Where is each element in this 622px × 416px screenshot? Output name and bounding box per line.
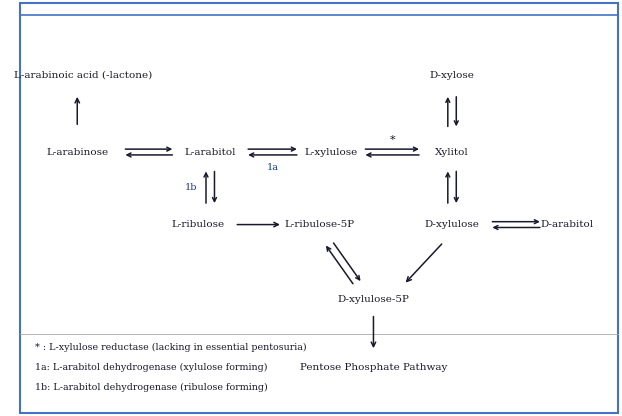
Text: D-xylulose: D-xylulose bbox=[425, 220, 480, 229]
Text: D-arabitol: D-arabitol bbox=[541, 220, 593, 229]
Text: L-xylulose: L-xylulose bbox=[305, 148, 358, 156]
Text: L-ribulose-5P: L-ribulose-5P bbox=[284, 220, 354, 229]
Text: 1b: L-arabitol dehydrogenase (ribulose forming): 1b: L-arabitol dehydrogenase (ribulose f… bbox=[35, 383, 267, 392]
Text: * : L-xylulose reductase (lacking in essential pentosuria): * : L-xylulose reductase (lacking in ess… bbox=[35, 343, 307, 352]
Text: Pentose Phosphate Pathway: Pentose Phosphate Pathway bbox=[300, 363, 447, 372]
Text: 1b: 1b bbox=[185, 183, 197, 192]
Text: L-arabinoic acid (-lactone): L-arabinoic acid (-lactone) bbox=[14, 71, 152, 80]
Text: 1a: 1a bbox=[266, 163, 279, 172]
Text: L-arabitol: L-arabitol bbox=[185, 148, 236, 156]
Text: 1a: L-arabitol dehydrogenase (xylulose forming): 1a: L-arabitol dehydrogenase (xylulose f… bbox=[35, 363, 267, 372]
Text: D-xylulose-5P: D-xylulose-5P bbox=[338, 295, 409, 304]
Text: D-xylose: D-xylose bbox=[430, 71, 475, 80]
Text: Xylitol: Xylitol bbox=[435, 148, 469, 156]
Text: L-arabinose: L-arabinose bbox=[46, 148, 108, 156]
Text: L-ribulose: L-ribulose bbox=[172, 220, 225, 229]
Text: *: * bbox=[390, 135, 396, 145]
